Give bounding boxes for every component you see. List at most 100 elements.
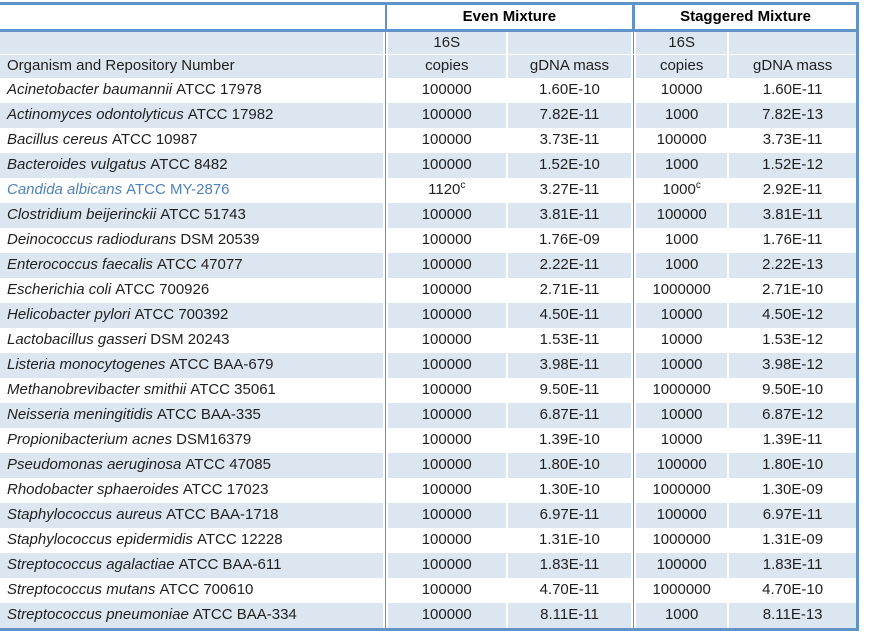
staggered-gdna-cell: 1.39E-11 (727, 428, 859, 453)
organism-cell: Propionibacterium acnes DSM16379 (0, 428, 385, 453)
section-divider (383, 30, 387, 55)
table-row: Helicobacter pylori ATCC 700392 100000 4.… (0, 303, 859, 328)
even-copies-cell: 100000 (385, 453, 508, 478)
section-divider (632, 203, 636, 228)
staggered-copies-value: 1000 (664, 606, 699, 624)
even-copies-cell: 100000 (385, 428, 508, 453)
organism-repository-number: ATCC 47085 (185, 456, 271, 474)
table-row: Listeria monocytogenes ATCC BAA-679 10000… (0, 353, 859, 378)
staggered-copies-cell: 100000 (634, 553, 730, 578)
section-divider (632, 528, 636, 553)
organism-repository-number: ATCC BAA-334 (192, 606, 297, 624)
organism-scientific-name: Streptococcus mutans (7, 581, 156, 599)
empty-cell (0, 30, 385, 55)
even-copies-value: 100000 (421, 356, 472, 374)
organism-repository-number: ATCC 8482 (150, 156, 228, 174)
organism-scientific-name: Clostridium beijerinckii (7, 206, 157, 224)
organism-repository-number: ATCC 17982 (187, 106, 274, 124)
section-divider (383, 428, 387, 453)
staggered-gdna-cell: 9.50E-10 (727, 378, 859, 403)
even-copies-value: 100000 (421, 331, 472, 349)
section-divider (383, 353, 387, 378)
section-divider (383, 578, 387, 603)
organism-repository-number: ATCC 700392 (134, 306, 229, 324)
staggered-copies-value: 1000000 (652, 481, 711, 499)
table-row: Actinomyces odontolyticus ATCC 17982 1000… (0, 103, 859, 128)
organism-cell: Streptococcus mutans ATCC 700610 (0, 578, 385, 603)
staggered-gdna-cell: 1.53E-12 (727, 328, 859, 353)
organism-repository-number: ATCC 47077 (156, 256, 243, 274)
even-copies-cell: 100000 (385, 153, 508, 178)
table-row: Escherichia coli ATCC 700926 100000 2.71E… (0, 278, 859, 303)
section-divider (383, 378, 387, 403)
organism-scientific-name: Streptococcus agalactiae (7, 556, 175, 574)
organism-cell: Deinococcus radiodurans DSM 20539 (0, 228, 385, 253)
staggered-copies-cell: 1000c (634, 178, 730, 203)
organism-scientific-name: Acinetobacter baumannii (7, 81, 173, 99)
staggered-copies-value: 100000 (656, 206, 707, 224)
organism-repository-number: ATCC 700926 (115, 281, 210, 299)
even-gdna-cell: 9.50E-11 (505, 378, 634, 403)
organism-cell: Lactobacillus gasseri DSM 20243 (0, 328, 385, 353)
even-gdna-cell: 4.70E-11 (505, 578, 634, 603)
table-row: Pseudomonas aeruginosa ATCC 47085 100000 … (0, 453, 859, 478)
even-gdna-cell: 2.22E-11 (505, 253, 634, 278)
section-divider (632, 478, 636, 503)
even-gdna-cell: 3.73E-11 (505, 128, 634, 153)
staggered-gdna-cell: 4.50E-12 (727, 303, 859, 328)
even-gdna-cell: 1.52E-10 (505, 153, 634, 178)
even-copies-cell: 100000 (385, 503, 508, 528)
subheader-row-16s: 16S 16S (0, 30, 859, 55)
section-divider (383, 228, 387, 253)
organism-cell: Actinomyces odontolyticus ATCC 17982 (0, 103, 385, 128)
even-copies-cell: 100000 (385, 528, 508, 553)
staggered-gdna-cell: 3.98E-12 (727, 353, 859, 378)
staggered-copies-value: 10000 (660, 406, 703, 424)
staggered-copies-cell: 1000 (634, 153, 730, 178)
organism-cell: Escherichia coli ATCC 700926 (0, 278, 385, 303)
table-row: Enterococcus faecalis ATCC 47077 100000 2… (0, 253, 859, 278)
section-divider (383, 528, 387, 553)
even-copies-value: 100000 (421, 231, 472, 249)
table-row: Rhodobacter sphaeroides ATCC 17023 100000… (0, 478, 859, 503)
organism-repository-number: ATCC BAA-335 (156, 406, 261, 424)
staggered-gdna-cell: 4.70E-10 (727, 578, 859, 603)
staggered-gdna-cell: 1.52E-12 (727, 153, 859, 178)
even-copies-value: 100000 (421, 381, 472, 399)
column-header-row: Organism and Repository Number copies gD… (0, 54, 859, 78)
staggered-gdna-cell: 1.60E-11 (727, 78, 859, 103)
even-copies-value: 100000 (421, 456, 472, 474)
organism-scientific-name: Enterococcus faecalis (7, 256, 153, 274)
section-divider (632, 353, 636, 378)
section-divider (632, 54, 636, 78)
staggered-copies-value: 1000000 (652, 531, 711, 549)
staggered-gdna-cell: 6.97E-11 (727, 503, 859, 528)
even-gdna-cell: 6.87E-11 (505, 403, 634, 428)
staggered-copies-cell: 1000 (634, 228, 730, 253)
section-divider (632, 78, 636, 103)
staggered-gdna-cell: 7.82E-13 (727, 103, 859, 128)
organism-repository-number: DSM 20243 (150, 331, 230, 349)
staggered-copies-cell: 10000 (634, 353, 730, 378)
section-divider (383, 603, 387, 630)
table-row: Methanobrevibacter smithii ATCC 35061 100… (0, 378, 859, 403)
staggered-copies-value: 1000000 (652, 581, 711, 599)
even-copies-cell: 100000 (385, 353, 508, 378)
section-divider (383, 153, 387, 178)
organism-cell: Enterococcus faecalis ATCC 47077 (0, 253, 385, 278)
organism-repository-number: DSM 20539 (180, 231, 260, 249)
section-divider (632, 278, 636, 303)
section-divider (632, 178, 636, 203)
organism-scientific-name: Staphylococcus epidermidis (7, 531, 193, 549)
staggered-copies-header: copies (634, 54, 730, 78)
table-header: Even Mixture Staggered Mixture 16S 16S O… (0, 3, 859, 78)
organism-repository-number: ATCC 17023 (182, 481, 269, 499)
even-copies-value: 100000 (421, 81, 472, 99)
section-header-row: Even Mixture Staggered Mixture (0, 3, 858, 32)
even-gdna-cell: 1.53E-11 (505, 328, 634, 353)
footnote-marker: c (460, 180, 466, 192)
section-divider (383, 128, 387, 153)
even-gdna-cell: 3.81E-11 (505, 203, 634, 228)
organism-cell: Methanobrevibacter smithii ATCC 35061 (0, 378, 385, 403)
staggered-copies-value: 100000 (656, 506, 707, 524)
